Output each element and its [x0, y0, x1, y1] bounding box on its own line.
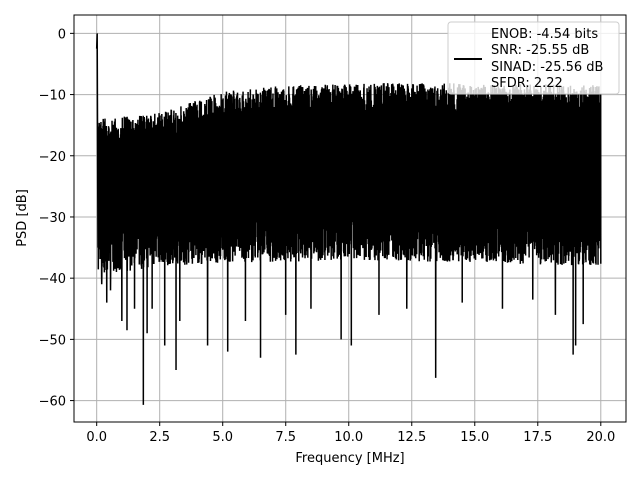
- y-tick-label: −60: [39, 395, 66, 410]
- plot-area: [95, 33, 602, 405]
- legend-sinad: SINAD: -25.56 dB: [491, 60, 603, 75]
- x-tick-label: 20.0: [586, 430, 615, 445]
- y-tick-label: −30: [39, 211, 66, 226]
- y-tick-label: −40: [39, 272, 66, 287]
- x-tick-label: 15.0: [460, 430, 489, 445]
- x-tick-label: 0.0: [86, 430, 107, 445]
- y-axis-label: PSD [dB]: [15, 189, 30, 247]
- y-axis: 0 −10 −20 −30 −40 −50 −60: [39, 27, 74, 410]
- y-tick-label: −10: [39, 89, 66, 104]
- y-tick-label: −50: [39, 333, 66, 348]
- legend-enob: ENOB: -4.54 bits: [491, 27, 598, 42]
- x-tick-label: 2.5: [149, 430, 170, 445]
- legend-box: [447, 21, 620, 95]
- x-axis: 0.0 2.5 5.0 7.5 10.0 12.5 15.0 17.5 20.0: [86, 422, 615, 445]
- y-tick-label: −20: [39, 150, 66, 165]
- x-tick-label: 17.5: [523, 430, 552, 445]
- x-axis-label: Frequency [MHz]: [295, 451, 404, 466]
- x-tick-label: 7.5: [275, 430, 296, 445]
- legend-snr: SNR: -25.55 dB: [491, 43, 589, 58]
- legend: ENOB: -4.54 bits SNR: -25.55 dB SINAD: -…: [447, 21, 620, 95]
- legend-sfdr: SFDR: 2.22: [491, 76, 563, 91]
- x-tick-label: 10.0: [334, 430, 363, 445]
- axes-frame: [73, 14, 627, 423]
- psd-series-line: [95, 33, 602, 405]
- y-tick-label: 0: [58, 27, 66, 42]
- x-tick-label: 5.0: [212, 430, 233, 445]
- x-tick-label: 12.5: [397, 430, 426, 445]
